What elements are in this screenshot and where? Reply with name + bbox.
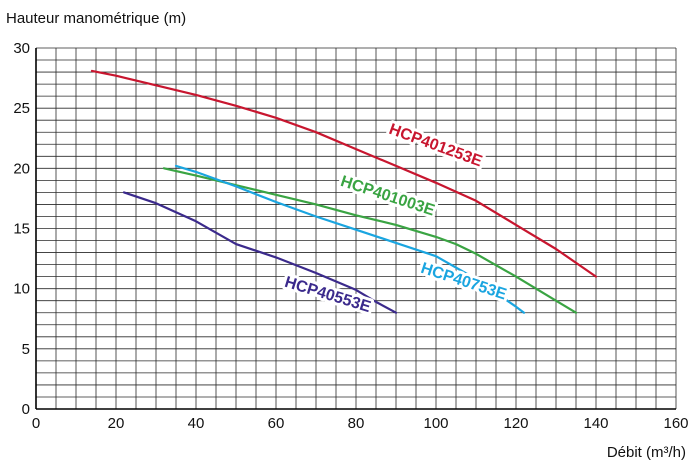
y-tick-label: 30 xyxy=(13,40,30,57)
x-tick-label: 120 xyxy=(503,415,528,432)
y-tick-label: 20 xyxy=(13,160,30,177)
y-tick-label: 10 xyxy=(13,281,30,298)
x-tick-label: 60 xyxy=(268,415,285,432)
x-tick-label: 100 xyxy=(423,415,448,432)
x-tick-label: 40 xyxy=(188,415,205,432)
x-tick-label: 80 xyxy=(348,415,365,432)
series-lines xyxy=(90,69,598,314)
x-tick-label: 0 xyxy=(32,415,40,432)
x-tick-label: 20 xyxy=(108,415,125,432)
x-tick-label: 140 xyxy=(583,415,608,432)
x-tick-labels: 0 20 40 60 80 100 120 140 160 xyxy=(32,415,689,432)
y-tick-label: 5 xyxy=(22,341,30,358)
y-tick-labels: 0 5 10 15 20 25 30 xyxy=(13,40,30,418)
x-axis-title: Débit (m³/h) xyxy=(607,444,686,461)
axes xyxy=(35,48,676,410)
y-tick-label: 25 xyxy=(13,100,30,117)
y-tick-label: 15 xyxy=(13,221,30,238)
y-axis-title: Hauteur manométrique (m) xyxy=(6,10,186,27)
series-line xyxy=(162,167,578,314)
series-label: HCP40753E xyxy=(419,260,509,304)
series-line xyxy=(174,164,526,314)
grid xyxy=(35,47,677,410)
series-line xyxy=(122,191,398,314)
y-tick-label: 0 xyxy=(22,401,30,418)
x-tick-label: 160 xyxy=(663,415,688,432)
series-line xyxy=(90,69,598,278)
